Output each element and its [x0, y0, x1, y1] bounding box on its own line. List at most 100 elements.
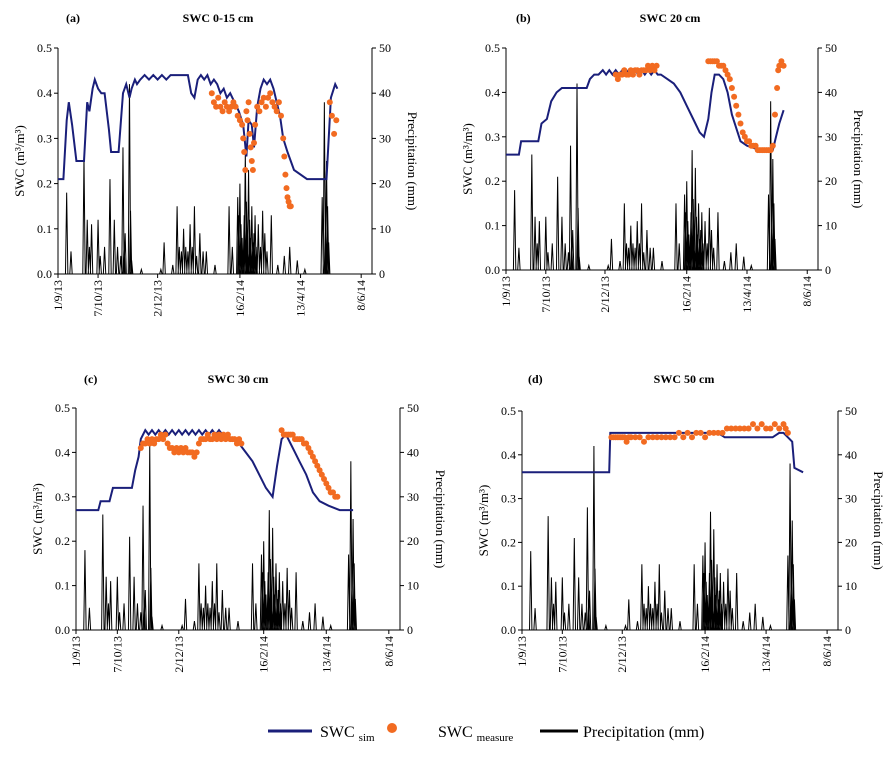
swc-measure-point — [256, 108, 263, 115]
y-tick-label: 0.2 — [485, 174, 500, 188]
x-tick-label: 1/9/13 — [499, 276, 513, 307]
x-tick-label: 8/6/14 — [800, 276, 814, 307]
swc-measure-point — [191, 453, 198, 460]
x-tick-label: 2/12/13 — [172, 636, 186, 673]
swc-measure-point — [211, 431, 218, 438]
panel-title: SWC 30 cm — [208, 372, 269, 386]
y-tick-label: 0.0 — [485, 263, 500, 277]
swc-measure-point — [260, 94, 267, 101]
swc-measure-point — [269, 99, 276, 106]
swc-measure-point — [285, 198, 292, 205]
swc-measure-point — [213, 436, 220, 443]
swc-measure-point — [614, 76, 621, 83]
swc-measure-point — [645, 434, 652, 441]
swc-measure-point — [328, 112, 335, 119]
y-axis-label-right: Precipitation (mm) — [851, 110, 866, 209]
swc-measure-point — [223, 103, 230, 110]
swc-measure-point — [745, 425, 752, 432]
swc-sim-line — [76, 428, 354, 512]
swc-measure-point — [162, 431, 169, 438]
swc-measure-point — [710, 429, 717, 436]
x-tick-label: 16/2/14 — [698, 636, 712, 673]
swc-measure-point — [251, 139, 257, 146]
swc-measure-point — [210, 99, 217, 106]
swc-measure-point — [724, 71, 731, 78]
swc-measure-point — [732, 425, 739, 432]
panel-2: (b) SWC 20 cm 0.0 0.1 0.2 0.3 0.4 0.5 0 10 20 30 40 5… — [460, 11, 866, 313]
y2-tick-label: 50 — [825, 41, 837, 55]
swc-measure-point — [325, 484, 332, 491]
y-tick-label: 0.3 — [501, 492, 516, 506]
precipitation-series — [522, 446, 804, 631]
swc-measure-point — [331, 130, 338, 137]
legend-measure-label: SWC measure — [438, 724, 513, 744]
swc-measure-point — [262, 103, 269, 110]
panel-label: (d) — [528, 372, 543, 386]
swc-measure-point — [171, 449, 178, 456]
x-tick-label: 2/12/13 — [615, 636, 629, 673]
swc-measure-point — [776, 425, 783, 432]
swc-measure-point — [758, 421, 765, 428]
legend: SWC sim SWC measure Precipitation (mm) — [268, 723, 704, 744]
swc-measure-point — [771, 421, 778, 428]
swc-measure-point — [321, 476, 327, 482]
swc-measure-point — [684, 429, 691, 436]
swc-measure-point — [247, 144, 254, 151]
swc-measure-point — [307, 449, 314, 456]
swc-measure-point — [649, 434, 656, 441]
y-axis-label-left: SWC (m³/m³) — [476, 485, 491, 557]
y2-tick-label: 50 — [407, 401, 419, 415]
swc-measure-point — [215, 94, 222, 101]
y-tick-label: 0.0 — [501, 623, 516, 637]
swc-measure-point — [267, 90, 274, 97]
swc-measure-point — [230, 99, 237, 106]
swc-measure-point — [632, 434, 639, 441]
x-tick-label: 1/9/13 — [515, 636, 529, 667]
swc-measure-point — [224, 431, 231, 438]
swc-measure-point — [241, 149, 248, 155]
y-tick-label: 0.5 — [485, 41, 500, 55]
panel-label: (c) — [84, 372, 97, 386]
legend-measure-text: SWC — [438, 724, 473, 741]
swc-measure-point — [726, 76, 733, 83]
x-tick-label: 2/12/13 — [151, 280, 165, 317]
y-tick-label: 0.0 — [37, 267, 52, 281]
y-tick-label: 0.3 — [37, 131, 52, 145]
swc-measure-point — [750, 421, 756, 428]
y2-tick-label: 50 — [845, 404, 857, 418]
swc-measure-point — [641, 438, 647, 445]
y2-tick-label: 10 — [407, 579, 419, 593]
x-tick-label: 13/4/14 — [319, 636, 333, 673]
y-tick-label: 0.2 — [501, 535, 516, 549]
swc-measure-point — [252, 121, 259, 128]
panel-title: SWC 50 cm — [654, 372, 715, 386]
y2-tick-label: 20 — [379, 177, 391, 191]
y-tick-label: 0.5 — [37, 41, 52, 55]
swc-measure-point — [287, 203, 294, 210]
swc-measure-point — [245, 99, 252, 106]
y-axis-label-left: SWC (m³/m³) — [460, 123, 475, 195]
swc-measure-point — [217, 103, 224, 110]
x-tick-label: 7/10/13 — [539, 276, 553, 313]
swc-measure-point — [155, 436, 162, 443]
x-tick-label: 8/6/14 — [820, 636, 834, 667]
legend-sim-sub: sim — [359, 732, 375, 744]
y-tick-label: 0.1 — [501, 579, 516, 593]
swc-sim-line — [506, 68, 785, 156]
y-tick-label: 0.0 — [55, 623, 70, 637]
swc-measure-point — [178, 445, 184, 451]
swc-measure-point — [193, 449, 200, 456]
swc-measure-point — [776, 62, 783, 69]
swc-measure-point — [204, 431, 211, 438]
y-tick-label: 0.4 — [37, 86, 52, 100]
swc-measure-point — [326, 99, 333, 106]
swc-measure-point — [239, 121, 246, 128]
swc-measure-point — [244, 117, 251, 124]
y2-tick-label: 20 — [845, 535, 857, 549]
y-tick-label: 0.4 — [501, 448, 516, 462]
swc-measure-point — [697, 429, 704, 436]
swc-sim-line — [58, 72, 339, 181]
legend-precip-label: Precipitation (mm) — [583, 724, 704, 741]
y2-tick-label: 0 — [825, 263, 831, 277]
